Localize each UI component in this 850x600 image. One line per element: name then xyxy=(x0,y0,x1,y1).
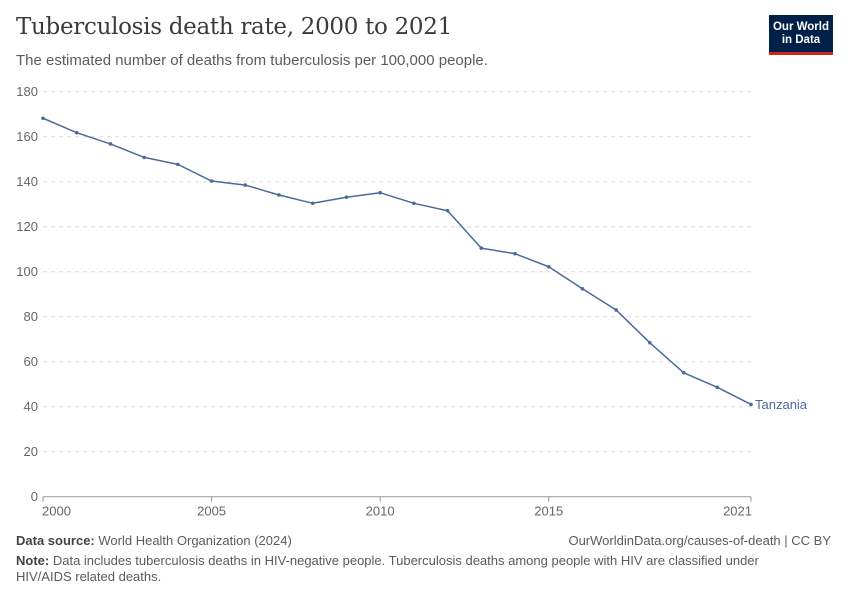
data-point xyxy=(614,308,618,312)
data-point xyxy=(749,402,753,407)
data-point xyxy=(378,190,382,195)
data-point xyxy=(243,183,248,187)
data-point xyxy=(142,155,146,160)
source-label: Data source: xyxy=(16,533,95,548)
data-point xyxy=(412,201,416,206)
source-url[interactable]: OurWorldinData.org/causes-of-death | CC … xyxy=(568,533,831,548)
logo-line1: Our World xyxy=(772,20,829,33)
y-tick-label: 80 xyxy=(24,309,38,324)
data-source: Data source: World Health Organization (… xyxy=(16,533,292,548)
x-tick-label: 2000 xyxy=(42,504,71,519)
y-tick-label: 140 xyxy=(16,174,38,189)
series-label: Tanzania xyxy=(755,397,808,412)
x-tick-label: 2021 xyxy=(723,504,752,519)
data-point xyxy=(513,251,517,256)
y-tick-label: 160 xyxy=(16,129,38,144)
owid-logo[interactable]: Our World in Data xyxy=(769,15,833,55)
data-point xyxy=(176,162,180,167)
y-tick-label: 180 xyxy=(16,84,38,99)
y-tick-label: 60 xyxy=(24,354,38,369)
data-point xyxy=(41,116,45,121)
data-point xyxy=(209,179,214,183)
chart-title: Tuberculosis death rate, 2000 to 2021 xyxy=(16,14,452,40)
note: Note: Data includes tuberculosis deaths … xyxy=(16,553,816,585)
series-line xyxy=(42,117,752,406)
data-point xyxy=(445,208,450,213)
x-tick-label: 2015 xyxy=(534,504,563,519)
data-point xyxy=(580,287,585,291)
x-tick-label: 2005 xyxy=(197,504,226,519)
data-point xyxy=(310,201,315,206)
y-tick-label: 20 xyxy=(24,444,38,459)
line-chart: 0 20 40 60 80 100 120 140 160 180 2000 2005 2010 201… xyxy=(16,84,808,519)
data-point xyxy=(648,341,652,345)
data-point xyxy=(715,385,720,390)
data-point xyxy=(344,195,349,200)
data-point xyxy=(74,130,79,135)
note-text: Data includes tuberculosis deaths in HIV… xyxy=(16,553,759,584)
data-point xyxy=(277,193,281,197)
data-point xyxy=(546,264,551,269)
data-point xyxy=(479,246,484,250)
y-tick-label: 40 xyxy=(24,399,38,414)
source-text[interactable]: World Health Organization (2024) xyxy=(98,533,292,548)
data-point xyxy=(681,370,686,375)
y-tick-label: 120 xyxy=(16,219,38,234)
y-tick-label: 100 xyxy=(16,264,38,279)
note-label: Note: xyxy=(16,553,50,568)
chart-subtitle: The estimated number of deaths from tube… xyxy=(16,52,488,69)
x-tick-label: 2010 xyxy=(366,504,395,519)
logo-line2: in Data xyxy=(781,33,821,46)
y-tick-label: 0 xyxy=(31,489,38,504)
data-point xyxy=(108,142,113,146)
